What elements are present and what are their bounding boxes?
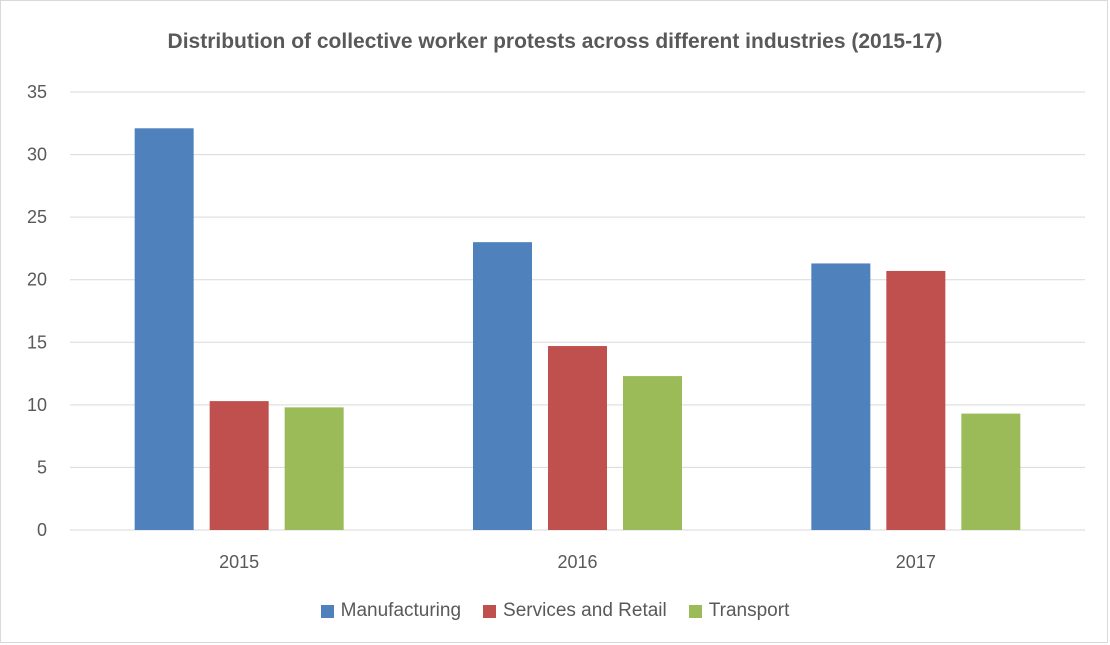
y-tick-label: 20 xyxy=(27,270,47,290)
legend-swatch-manufacturing xyxy=(320,604,334,618)
bar-services-and-retail-2016 xyxy=(548,346,607,530)
legend-swatch-services-and-retail xyxy=(483,604,497,618)
legend-label-transport: Transport xyxy=(708,600,790,621)
x-tick-label-2015: 2015 xyxy=(219,552,259,572)
y-tick-label: 25 xyxy=(27,207,47,227)
bars xyxy=(134,128,1021,530)
y-tick-label: 15 xyxy=(27,332,47,352)
bar-transport-2016 xyxy=(623,376,682,530)
bar-transport-2017 xyxy=(961,413,1021,530)
y-tick-label: 10 xyxy=(27,395,47,415)
legend: Manufacturing Services and Retail Transp… xyxy=(0,600,1110,622)
y-axis-ticks: 0 5 10 15 20 25 30 35 xyxy=(27,82,47,540)
bar-manufacturing-2016 xyxy=(473,242,532,530)
chart-title: Distribution of collective worker protes… xyxy=(167,30,943,53)
legend-item-manufacturing: Manufacturing xyxy=(320,600,462,622)
bar-manufacturing-2017 xyxy=(811,263,871,530)
legend-label-services-and-retail: Services and Retail xyxy=(503,600,667,621)
legend-item-transport: Transport xyxy=(688,600,790,622)
bar-services-and-retail-2017 xyxy=(886,270,946,530)
bar-transport-2015 xyxy=(284,407,344,530)
bar-manufacturing-2015 xyxy=(134,128,194,530)
legend-item-services-and-retail: Services and Retail xyxy=(483,600,667,622)
legend-label-manufacturing: Manufacturing xyxy=(340,600,462,621)
bar-services-and-retail-2015 xyxy=(209,401,269,530)
y-tick-label: 35 xyxy=(27,82,47,102)
x-tick-label-2016: 2016 xyxy=(557,552,597,572)
y-tick-label: 0 xyxy=(37,520,47,540)
y-tick-label: 5 xyxy=(37,457,47,477)
x-tick-label-2017: 2017 xyxy=(896,552,936,572)
legend-swatch-transport xyxy=(688,604,702,618)
y-tick-label: 30 xyxy=(27,145,47,165)
x-axis-ticks: 2015 2016 2017 xyxy=(219,552,936,572)
